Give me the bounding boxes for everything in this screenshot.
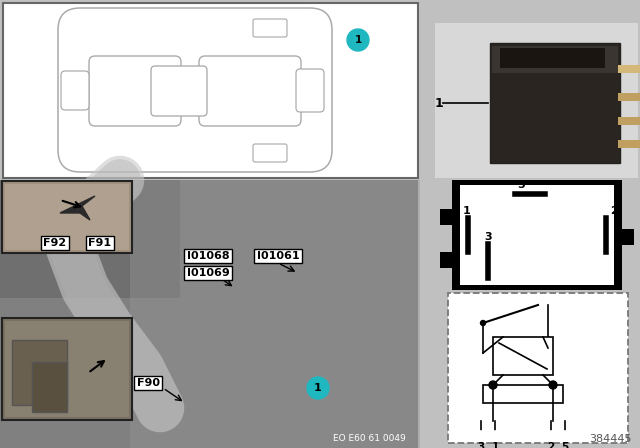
Bar	[493, 337, 553, 375]
Bar	[435, 23, 638, 178]
Bar	[618, 93, 640, 101]
Text: 3: 3	[484, 232, 492, 242]
Circle shape	[561, 431, 569, 439]
Text: 1: 1	[435, 96, 444, 109]
Bar	[3, 3, 418, 178]
Bar	[500, 48, 605, 68]
FancyBboxPatch shape	[253, 144, 287, 162]
Bar	[0, 180, 418, 448]
Circle shape	[481, 320, 486, 326]
FancyBboxPatch shape	[151, 66, 207, 116]
Bar	[483, 385, 563, 403]
Bar	[490, 43, 620, 163]
FancyBboxPatch shape	[253, 19, 287, 37]
Bar	[0, 180, 180, 298]
Bar	[440, 252, 452, 268]
Bar	[618, 117, 640, 125]
Bar	[32, 362, 67, 412]
Circle shape	[491, 431, 499, 439]
Text: I01061: I01061	[257, 251, 300, 261]
Text: 1: 1	[355, 35, 362, 45]
Bar	[622, 229, 634, 245]
Circle shape	[307, 377, 329, 399]
FancyBboxPatch shape	[296, 69, 324, 112]
Text: 1: 1	[492, 441, 499, 448]
Bar	[5, 321, 129, 417]
Text: I01069: I01069	[187, 268, 229, 278]
Text: 3: 3	[477, 441, 484, 448]
FancyBboxPatch shape	[58, 8, 332, 172]
FancyBboxPatch shape	[199, 56, 301, 126]
Bar	[440, 209, 452, 225]
Text: 2: 2	[610, 206, 618, 216]
Text: 2: 2	[547, 441, 555, 448]
Text: I01068: I01068	[187, 251, 229, 261]
FancyBboxPatch shape	[61, 71, 89, 110]
Text: 384445: 384445	[589, 434, 631, 444]
Bar	[2, 181, 132, 253]
Bar	[5, 184, 129, 250]
Bar	[618, 65, 640, 73]
Bar	[618, 140, 640, 148]
Text: F92: F92	[44, 238, 67, 248]
Circle shape	[549, 381, 557, 389]
Bar	[448, 293, 628, 443]
Text: 1: 1	[314, 383, 322, 393]
Bar	[2, 318, 132, 420]
Bar	[12, 340, 67, 405]
Text: 1: 1	[463, 206, 471, 216]
Bar	[452, 180, 622, 290]
Bar	[492, 46, 618, 73]
Bar	[130, 180, 420, 448]
Polygon shape	[60, 196, 95, 220]
Text: F90: F90	[136, 378, 159, 388]
Text: EO E60 61 0049: EO E60 61 0049	[333, 434, 406, 443]
Circle shape	[347, 29, 369, 51]
Text: 5: 5	[517, 180, 525, 190]
Text: F91: F91	[88, 238, 111, 248]
Bar	[460, 185, 614, 285]
FancyBboxPatch shape	[89, 56, 181, 126]
Circle shape	[477, 431, 485, 439]
Circle shape	[547, 431, 555, 439]
Circle shape	[489, 381, 497, 389]
Text: 5: 5	[561, 441, 568, 448]
